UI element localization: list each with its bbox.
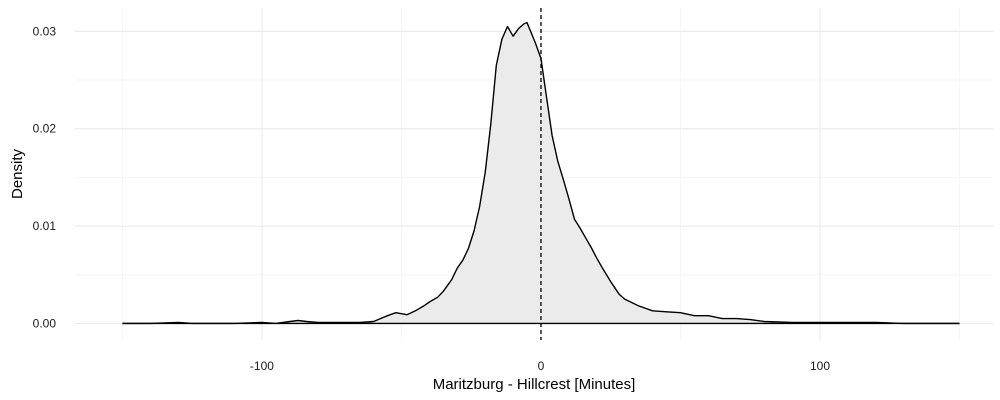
y-tick-label: 0.00 [33, 316, 57, 330]
density-curve [122, 21, 960, 325]
density-area [122, 22, 960, 324]
y-tick-label: 0.03 [33, 24, 57, 38]
y-tick-label: 0.01 [33, 219, 57, 233]
x-axis-tick-labels: -100 0 100 [250, 359, 830, 373]
x-tick-label: 0 [538, 359, 545, 373]
x-tick-label: -100 [250, 359, 274, 373]
y-axis-title: Density [9, 148, 26, 199]
y-tick-label: 0.02 [33, 122, 57, 136]
y-axis-tick-labels: 0.00 0.01 0.02 0.03 [33, 24, 57, 330]
x-tick-label: 100 [810, 359, 830, 373]
x-axis-title: Maritzburg - Hillcrest [Minutes] [433, 376, 636, 393]
